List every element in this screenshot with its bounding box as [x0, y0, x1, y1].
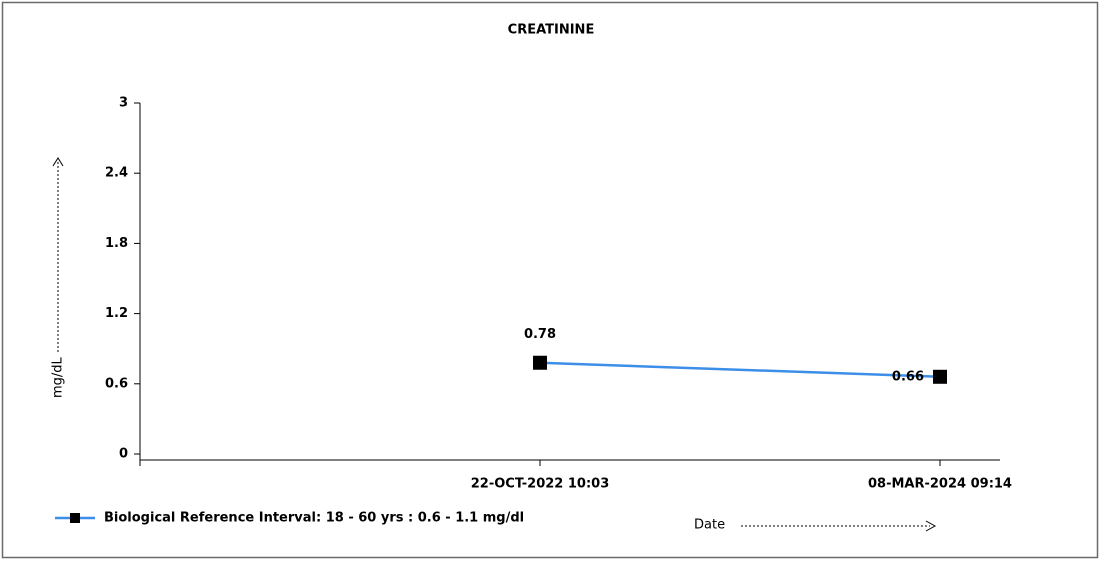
- y-tick-label: 0.6: [105, 376, 128, 391]
- data-label: 0.66: [892, 369, 924, 384]
- y-tick-label: 2.4: [105, 166, 128, 181]
- data-label: 0.78: [524, 327, 556, 342]
- legend-label: Biological Reference Interval: 18 - 60 y…: [104, 511, 524, 526]
- legend-marker: [70, 513, 80, 523]
- y-tick-label: 0: [119, 447, 128, 462]
- y-label-arrow: [52, 157, 64, 167]
- y-axis-label: mg/dL: [51, 356, 66, 398]
- chart-title: CREATININE: [508, 23, 595, 38]
- series-line: [539, 361, 941, 379]
- x-tick-label: 08-MAR-2024 09:14: [868, 477, 1012, 492]
- y-tick-label: 1.8: [105, 236, 128, 251]
- x-tick-label: 22-OCT-2022 10:03: [471, 477, 610, 492]
- y-tick-label: 3: [119, 96, 128, 111]
- y-tick-label: 1.2: [105, 306, 128, 321]
- point-marker: [533, 355, 547, 370]
- y-axis-label-group: mg/dL: [51, 157, 66, 398]
- x-axis-label: Date: [694, 518, 725, 533]
- x-label-arrow: [925, 520, 937, 532]
- point-marker: [933, 369, 947, 384]
